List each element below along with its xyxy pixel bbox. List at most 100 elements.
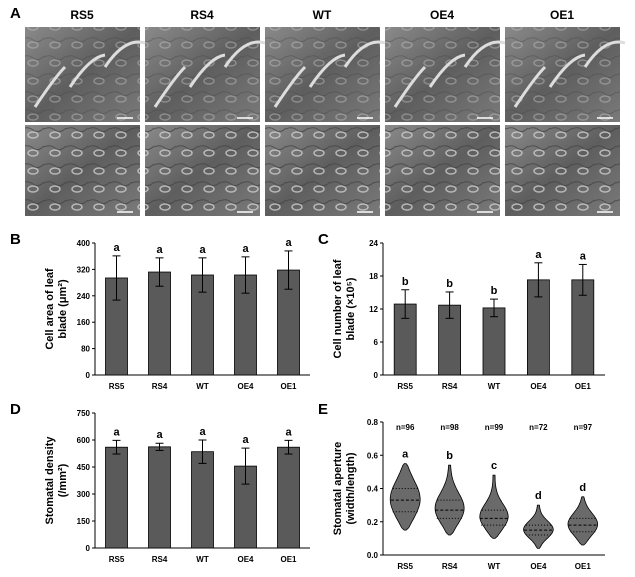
y-tick-label: 0.2 [367, 518, 379, 527]
trichome [513, 65, 547, 108]
y-tick-label: 0 [86, 544, 91, 553]
x-tick-label: RS5 [109, 555, 125, 564]
significance-letter: a [535, 249, 542, 261]
y-tick-label: 450 [77, 463, 91, 472]
significance-letter: a [199, 244, 206, 256]
significance-letter: b [446, 450, 453, 462]
bar [105, 446, 128, 549]
micrograph-texture [385, 27, 500, 122]
x-tick-label: OE1 [280, 555, 297, 564]
trichome [68, 53, 106, 88]
micrograph-texture [25, 125, 140, 216]
y-axis-label: Stomatal aperture(width/length) [332, 442, 357, 536]
y-tick-label: 24 [369, 239, 378, 248]
y-axis-label: Cell area of leafblade (μm²) [44, 268, 69, 350]
panel-letter: B [10, 231, 21, 248]
x-tick-label: RS4 [442, 562, 458, 571]
bar [482, 307, 506, 376]
y-axis-label-line: Stomatal density [44, 436, 56, 525]
y-tick-label: 6 [374, 338, 379, 347]
bar [148, 271, 171, 376]
x-tick-label: WT [196, 382, 209, 391]
x-tick-label: OE1 [575, 382, 592, 391]
trichome [428, 53, 466, 88]
y-axis-label: Stomatal density(/mm²) [44, 436, 69, 525]
x-tick-label: OE1 [575, 562, 592, 571]
significance-letter: b [491, 285, 498, 297]
significance-letter: a [242, 243, 249, 255]
y-tick-label: 0.6 [367, 451, 379, 460]
significance-letter: d [579, 482, 586, 494]
sample-size: n=97 [574, 423, 593, 432]
panel-letter: A [10, 5, 21, 22]
y-tick-label: 0.0 [367, 551, 379, 560]
y-axis-label-line: (/mm²) [57, 463, 69, 497]
significance-letter: c [491, 460, 497, 472]
y-axis-label-line: (width/length) [345, 452, 357, 524]
sample-size: n=96 [396, 423, 415, 432]
micrograph-texture [505, 125, 620, 216]
x-tick-label: WT [488, 382, 501, 391]
significance-letter: a [113, 426, 120, 438]
y-tick-label: 160 [77, 318, 91, 327]
panel-letter: C [318, 231, 329, 248]
y-tick-label: 600 [77, 436, 91, 445]
micrograph-texture [505, 27, 620, 122]
x-tick-label: OE4 [530, 382, 547, 391]
significance-letter: d [535, 490, 542, 502]
x-tick-label: RS4 [152, 555, 168, 564]
y-tick-label: 150 [77, 517, 91, 526]
trichome [188, 53, 226, 88]
significance-letter: a [113, 242, 120, 254]
sample-size: n=98 [440, 423, 459, 432]
micrograph-texture [25, 27, 140, 122]
bar [277, 446, 300, 549]
trichome [343, 40, 386, 68]
micrograph-texture [145, 27, 260, 122]
significance-letter: a [285, 426, 292, 438]
y-tick-label: 18 [369, 272, 378, 281]
trichome [103, 40, 146, 68]
x-tick-label: WT [488, 562, 501, 571]
trichome [223, 40, 266, 68]
significance-letter: a [199, 426, 206, 438]
y-axis-label-line: blade (μm²) [57, 279, 69, 339]
significance-letter: a [156, 244, 163, 256]
x-tick-label: RS5 [397, 562, 413, 571]
y-tick-label: 0 [374, 371, 379, 380]
violin [389, 463, 421, 531]
x-tick-label: RS5 [109, 382, 125, 391]
y-tick-label: 240 [77, 292, 91, 301]
bar [191, 451, 214, 549]
violin [523, 504, 554, 549]
micrograph-texture [385, 125, 500, 216]
x-tick-label: RS4 [442, 382, 458, 391]
micrograph-texture [145, 125, 260, 216]
y-tick-label: 400 [77, 239, 91, 248]
x-tick-label: WT [196, 555, 209, 564]
column-label: RS4 [190, 8, 214, 22]
column-label: OE1 [550, 8, 574, 22]
x-tick-label: OE4 [237, 555, 254, 564]
y-tick-label: 300 [77, 490, 91, 499]
trichome [548, 53, 586, 88]
trichome [33, 65, 67, 108]
x-tick-label: OE4 [237, 382, 254, 391]
violin [479, 474, 509, 539]
trichome [463, 40, 506, 68]
x-tick-label: RS5 [397, 382, 413, 391]
sample-size: n=99 [485, 423, 504, 432]
y-tick-label: 0 [86, 371, 91, 380]
x-tick-label: RS4 [152, 382, 168, 391]
y-axis-label-line: Cell area of leaf [44, 268, 56, 350]
y-tick-label: 750 [77, 409, 91, 418]
significance-letter: b [446, 278, 453, 290]
trichome [308, 53, 346, 88]
trichome [273, 65, 307, 108]
column-label: OE4 [430, 8, 454, 22]
y-axis-label-line: Stomatal aperture [332, 442, 344, 536]
y-axis-label: Cell number of leafblade (×10⁵) [332, 259, 357, 358]
micrograph-grid [25, 27, 626, 216]
significance-letter: a [580, 250, 587, 262]
